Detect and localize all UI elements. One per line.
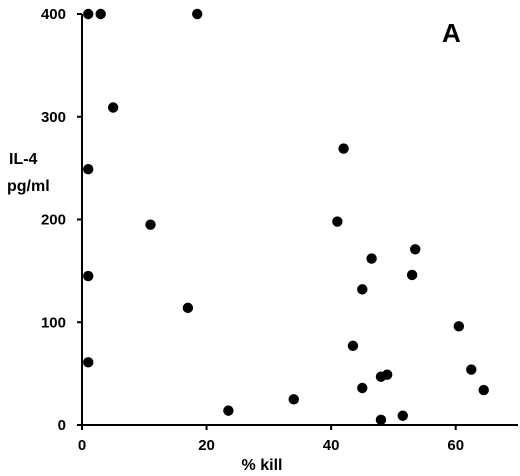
data-point — [83, 357, 94, 368]
data-point — [357, 284, 368, 295]
x-tick-label: 40 — [323, 437, 340, 454]
data-point — [410, 244, 421, 255]
data-point — [83, 270, 94, 282]
y-tick-label: 200 — [41, 212, 66, 229]
data-point — [107, 102, 119, 113]
data-point — [223, 405, 234, 416]
data-point — [478, 384, 489, 396]
x-tick-label: 20 — [198, 437, 215, 454]
data-point — [192, 8, 203, 20]
data-point — [288, 394, 299, 405]
data-point — [347, 340, 359, 352]
y-axis-title-line-1: IL-4 — [9, 151, 38, 168]
axis-ticks: 0 20 40 60 0 100 200 300 400 — [41, 6, 464, 454]
y-tick-label: 0 — [58, 417, 66, 434]
data-point — [95, 8, 106, 20]
data-point — [382, 369, 393, 380]
data-point — [83, 8, 94, 20]
data-point — [332, 216, 343, 227]
x-tick-label: 0 — [78, 437, 86, 454]
data-point — [357, 382, 368, 394]
data-point — [182, 302, 194, 314]
data-point — [453, 321, 465, 332]
data-points — [83, 8, 489, 426]
y-tick-label: 100 — [41, 314, 66, 331]
data-point — [145, 219, 156, 230]
x-tick-label: 60 — [447, 437, 464, 454]
data-point — [375, 414, 387, 426]
y-axis-title-line-2: pg/ml — [7, 178, 50, 195]
y-tick-label: 300 — [41, 109, 66, 126]
panel-label: A — [442, 18, 461, 48]
data-point — [338, 143, 349, 154]
data-point — [397, 410, 408, 421]
data-point — [406, 269, 418, 281]
data-point — [466, 364, 477, 375]
data-point — [83, 163, 94, 175]
data-point — [366, 253, 377, 264]
x-axis-title: % kill — [242, 457, 283, 474]
y-tick-label: 400 — [41, 6, 66, 23]
